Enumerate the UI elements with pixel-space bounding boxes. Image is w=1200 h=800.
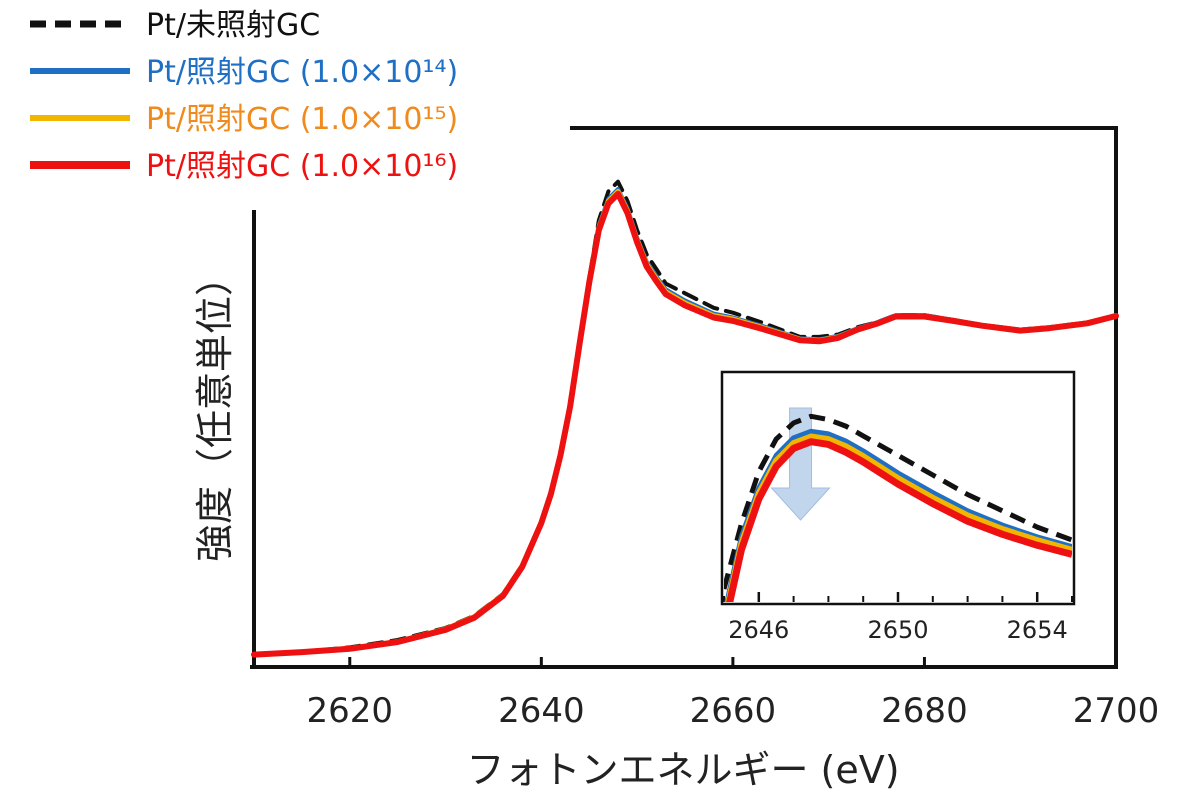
inset-series-lines [724, 413, 1072, 602]
y-axis-title: 強度（任意単位） [193, 258, 237, 562]
inset-plot: 2646 2650 2654 [720, 370, 1076, 644]
inset-x-ticks: 2646 2650 2654 [723, 592, 1073, 644]
x-tick-label: 2680 [881, 691, 968, 731]
inset-down-arrow [770, 407, 831, 521]
inset-arrow-shape [770, 407, 831, 521]
x-tick-label: 2640 [498, 691, 585, 731]
legend-label-2: Pt/照射GC (1.0×10¹⁵) [146, 102, 458, 137]
inset-series-line-3 [726, 438, 1072, 602]
x-tick-label: 2660 [690, 691, 777, 731]
inset-tick-label: 2646 [728, 616, 789, 644]
x-tick-label: 2620 [307, 691, 394, 731]
main-plot: 2620 2640 2660 2680 2700 [250, 126, 1159, 731]
legend: Pt/未照射GC Pt/照射GC (1.0×10¹⁴) Pt/照射GC (1.0×1… [30, 8, 458, 184]
legend-label-0: Pt/未照射GC [146, 8, 320, 43]
main-series-lines [251, 179, 1119, 658]
inset-series-line-0 [724, 413, 1072, 590]
x-axis-title: フォトンエネルギー (eV) [466, 748, 899, 792]
x-tick-label: 2700 [1073, 691, 1160, 731]
legend-label-3: Pt/照射GC (1.0×10¹⁶) [146, 149, 458, 184]
inset-tick-label: 2654 [1007, 616, 1068, 644]
inset-tick-label: 2650 [867, 616, 928, 644]
series-line-3 [251, 190, 1119, 658]
legend-label-1: Pt/照射GC (1.0×10¹⁴) [146, 55, 458, 90]
x-ticks: 2620 2640 2660 2680 2700 [307, 657, 1160, 731]
